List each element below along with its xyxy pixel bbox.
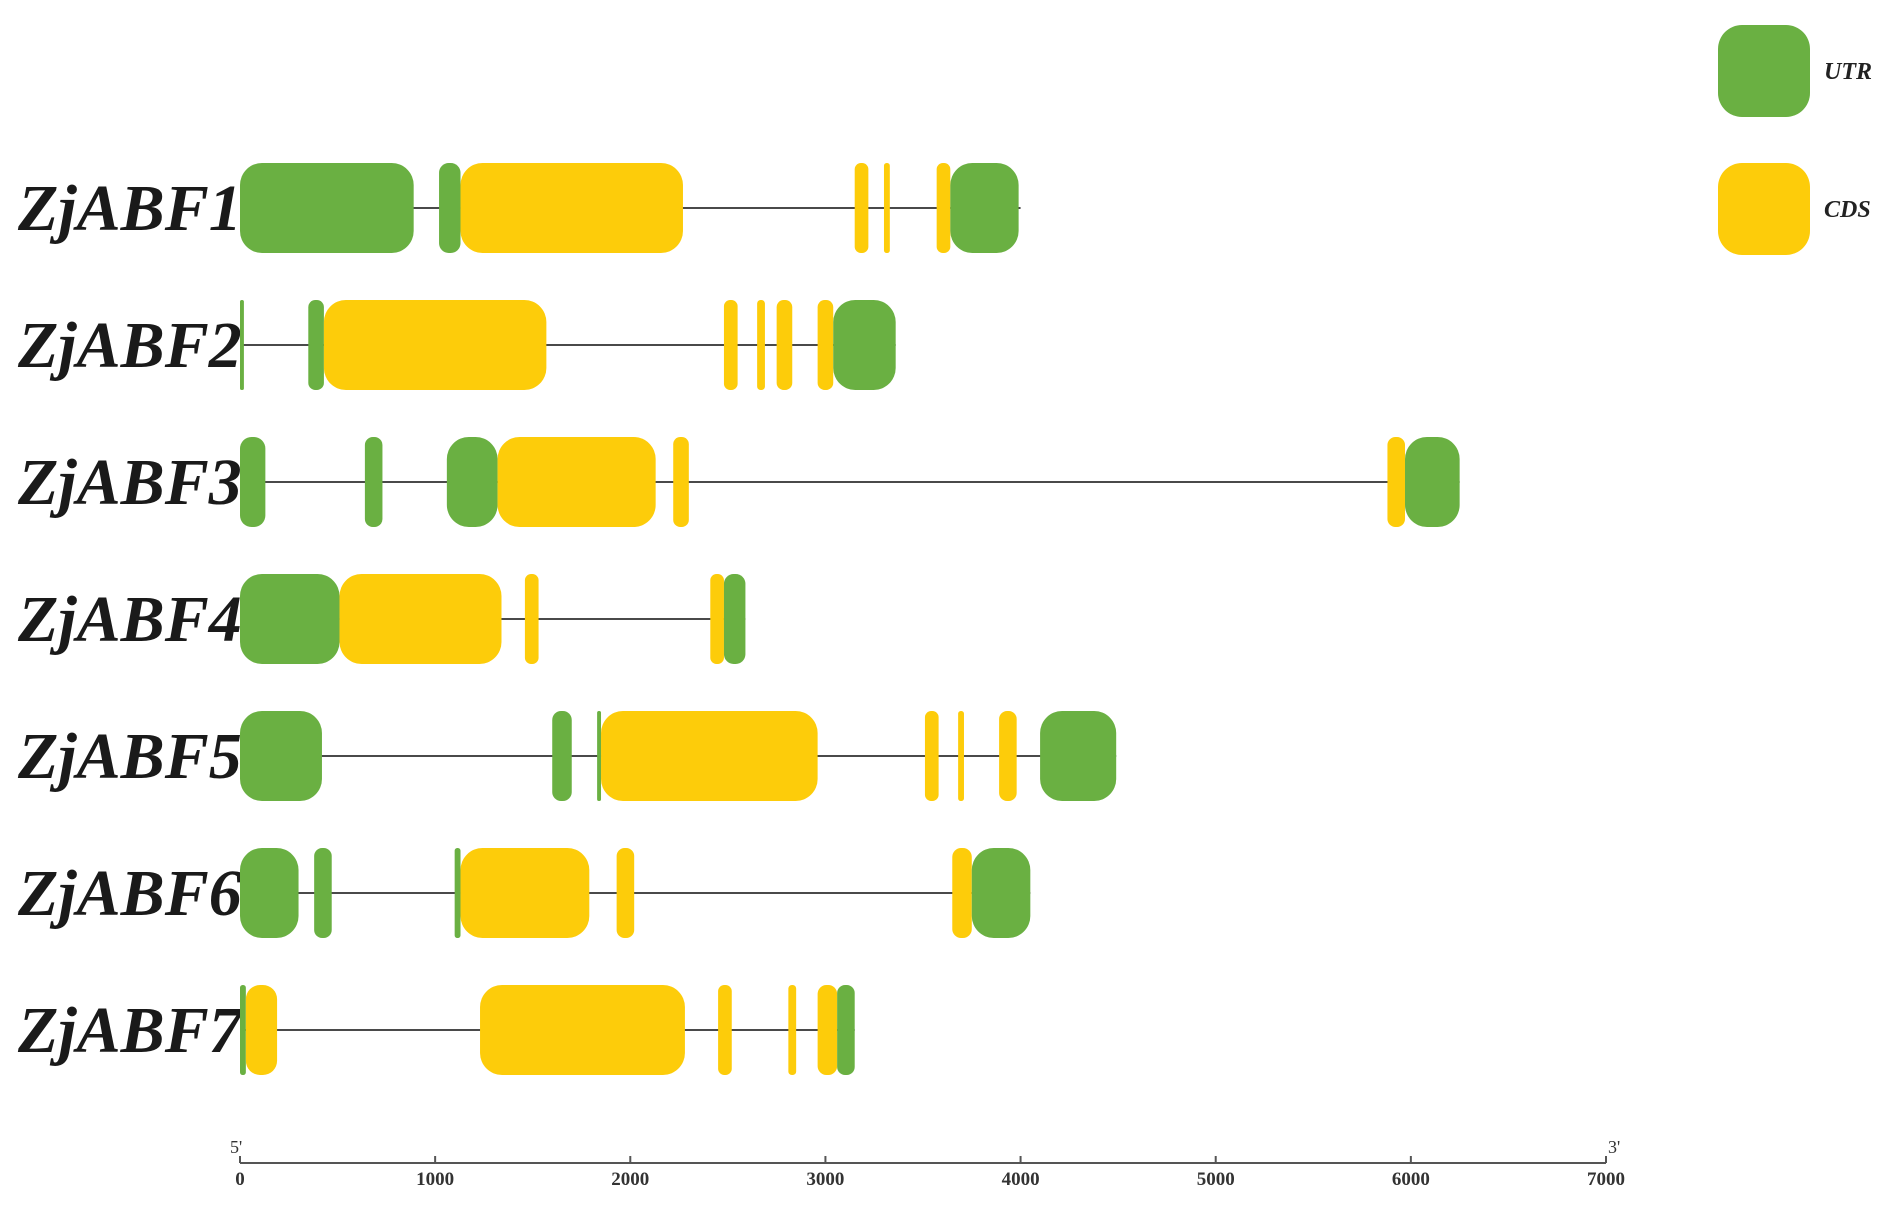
gene-row: ZjABF6 bbox=[17, 848, 1031, 938]
cds-segment bbox=[817, 985, 838, 1075]
utr-segment bbox=[240, 437, 266, 527]
utr-segment bbox=[552, 711, 572, 801]
utr-segment bbox=[439, 163, 461, 253]
gene-row: ZjABF7 bbox=[17, 985, 855, 1075]
cds-segment bbox=[616, 848, 635, 938]
utr-segment bbox=[240, 985, 246, 1075]
cds-segment bbox=[460, 163, 683, 253]
cds-segment bbox=[1387, 437, 1406, 527]
cds-segment bbox=[924, 711, 939, 801]
cds-segment bbox=[952, 848, 972, 938]
tick-label: 0 bbox=[235, 1169, 245, 1190]
gene-label: ZjABF6 bbox=[17, 857, 242, 930]
cds-segment bbox=[710, 574, 724, 664]
utr-segment bbox=[1405, 437, 1460, 527]
cds-segment bbox=[339, 574, 502, 664]
utr-segment bbox=[950, 163, 1019, 253]
cds-segment bbox=[958, 711, 964, 801]
utr-segment bbox=[240, 574, 340, 664]
gene-label: ZjABF5 bbox=[17, 720, 242, 793]
legend: UTR CDS bbox=[1718, 25, 1872, 255]
legend-item-cds: CDS bbox=[1718, 163, 1871, 255]
legend-item-utr: UTR bbox=[1718, 25, 1872, 117]
cds-segment bbox=[883, 163, 890, 253]
cds-segment bbox=[788, 985, 797, 1075]
utr-segment bbox=[308, 300, 324, 390]
cds-segment bbox=[817, 300, 834, 390]
utr-segment bbox=[240, 163, 414, 253]
gene-row: ZjABF2 bbox=[17, 300, 896, 390]
utr-segment bbox=[240, 711, 322, 801]
cds-segment bbox=[524, 574, 539, 664]
cds-segment bbox=[854, 163, 869, 253]
gene-row: ZjABF4 bbox=[17, 574, 746, 664]
utr-segment bbox=[240, 848, 299, 938]
utr-segment bbox=[240, 300, 244, 390]
cds-segment bbox=[245, 985, 278, 1075]
tick-label: 2000 bbox=[611, 1169, 649, 1190]
gene-label: ZjABF4 bbox=[17, 583, 242, 656]
cds-segment bbox=[757, 300, 765, 390]
cds-segment bbox=[776, 300, 793, 390]
cds-segment bbox=[999, 711, 1017, 801]
utr-segment bbox=[454, 848, 461, 938]
cds-segment bbox=[460, 848, 590, 938]
utr-segment bbox=[971, 848, 1031, 938]
gene-row: ZjABF3 bbox=[17, 437, 1460, 527]
cds-segment bbox=[723, 300, 738, 390]
axis-start-label: 5' bbox=[230, 1137, 242, 1157]
tick-label: 6000 bbox=[1392, 1169, 1430, 1190]
legend-swatch bbox=[1718, 163, 1810, 255]
legend-swatch bbox=[1718, 25, 1810, 117]
tick-label: 4000 bbox=[1002, 1169, 1040, 1190]
scale-axis: 0 1000 2000 3000 4000 5000 6000 7000 5' 3' bbox=[230, 1137, 1625, 1190]
legend-label: UTR bbox=[1824, 59, 1872, 85]
gene-label: ZjABF3 bbox=[17, 446, 242, 519]
utr-segment bbox=[597, 711, 602, 801]
cds-segment bbox=[673, 437, 689, 527]
tick-label: 3000 bbox=[806, 1169, 844, 1190]
utr-segment bbox=[837, 985, 855, 1075]
tick-label: 5000 bbox=[1197, 1169, 1235, 1190]
cds-segment bbox=[601, 711, 818, 801]
gene-label: ZjABF7 bbox=[17, 994, 245, 1067]
genes-layer: ZjABF1 ZjABF2 ZjABF3 ZjABF4 ZjABF5 ZjABF6 ZjAB… bbox=[17, 163, 1460, 1075]
utr-segment bbox=[833, 300, 896, 390]
tick-label: 7000 bbox=[1587, 1169, 1625, 1190]
axis-end-label: 3' bbox=[1608, 1137, 1620, 1157]
legend-label: CDS bbox=[1824, 197, 1871, 223]
utr-segment bbox=[364, 437, 383, 527]
gene-label: ZjABF2 bbox=[17, 309, 242, 382]
cds-segment bbox=[497, 437, 656, 527]
gene-label: ZjABF1 bbox=[17, 172, 242, 245]
cds-segment bbox=[718, 985, 732, 1075]
utr-segment bbox=[1040, 711, 1117, 801]
utr-segment bbox=[723, 574, 746, 664]
utr-segment bbox=[314, 848, 332, 938]
tick-label: 1000 bbox=[416, 1169, 454, 1190]
utr-segment bbox=[446, 437, 498, 527]
gene-row: ZjABF1 bbox=[17, 163, 1021, 253]
cds-segment bbox=[323, 300, 547, 390]
gene-row: ZjABF5 bbox=[17, 711, 1117, 801]
cds-segment bbox=[936, 163, 951, 253]
cds-segment bbox=[480, 985, 685, 1075]
